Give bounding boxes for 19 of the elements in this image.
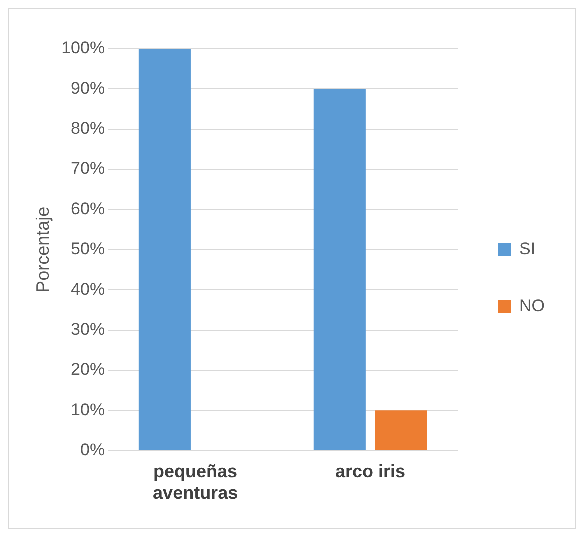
y-tick-label: 30% bbox=[71, 320, 106, 339]
bar bbox=[138, 49, 191, 450]
y-tick-label: 20% bbox=[71, 360, 106, 380]
y-tick-label: 90% bbox=[71, 78, 106, 98]
y-tick-label: 10% bbox=[71, 400, 106, 420]
y-tick-label: 80% bbox=[71, 119, 106, 138]
y-tick-label: 0% bbox=[80, 440, 106, 460]
x-tick-label: arco iris bbox=[335, 462, 406, 482]
bar bbox=[375, 410, 428, 450]
bar bbox=[314, 89, 366, 450]
y-tick-label: 50% bbox=[71, 240, 106, 259]
legend-label: NO bbox=[520, 296, 545, 316]
y-tick-label: 70% bbox=[71, 159, 106, 178]
y-tick-label: 100% bbox=[62, 38, 106, 58]
legend-label: SI bbox=[520, 240, 536, 259]
y-axis-title: Porcentaje bbox=[32, 206, 53, 293]
y-tick-label: 60% bbox=[71, 199, 106, 218]
x-tick-label: pequeñas aventuras bbox=[153, 462, 238, 504]
y-tick-label: 40% bbox=[71, 280, 106, 299]
